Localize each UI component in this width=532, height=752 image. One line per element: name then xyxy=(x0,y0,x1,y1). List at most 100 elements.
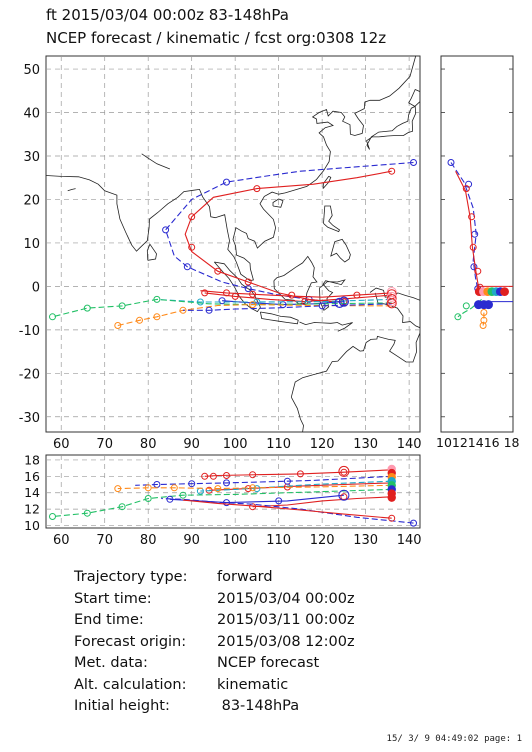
coastline-segment xyxy=(67,188,76,192)
map-axis-labels: 60 70 80 90 100 110 120 130 14050403020100-10-20… xyxy=(19,63,422,452)
coastline-segment xyxy=(290,332,420,398)
side-x-tick-labels: 10121416 18 xyxy=(436,435,520,450)
trajectory-marker xyxy=(218,297,226,305)
coastline-segment xyxy=(366,105,417,150)
pressure-marker xyxy=(340,468,348,476)
pressure-marker xyxy=(223,479,230,487)
trajectory-marker xyxy=(318,302,326,310)
trajectory-marker xyxy=(153,295,161,303)
side-marker xyxy=(447,159,455,166)
trajectory-marker xyxy=(83,304,91,312)
trajectory-marker xyxy=(136,316,143,324)
lat-tick-label: 50 xyxy=(23,63,40,78)
lon-tick-label: 120 xyxy=(310,533,335,548)
trajectory-line xyxy=(183,303,392,311)
pressure-marker xyxy=(201,472,209,480)
pressure-marker xyxy=(338,465,350,477)
pressure-tick-label: 16 xyxy=(24,469,40,484)
lon-tick-label: 130 xyxy=(353,437,378,452)
trajectory-marker xyxy=(114,322,122,329)
side-trajectories xyxy=(447,159,513,329)
trajectory-marker xyxy=(214,267,222,275)
trajectory-line xyxy=(52,298,392,318)
lat-tick-label: 20 xyxy=(23,193,40,208)
coastline-segment xyxy=(374,292,420,329)
trajectory-marker xyxy=(388,167,396,175)
side-marker xyxy=(468,213,476,221)
lon-tick-label: 80 xyxy=(140,437,157,452)
pressure-marker xyxy=(166,495,174,503)
pressure-marker xyxy=(114,485,122,493)
pressure-marker xyxy=(338,489,350,501)
coastline-segment xyxy=(273,255,318,305)
lon-tick-label: 110 xyxy=(266,533,291,548)
trajectory-marker xyxy=(253,185,261,193)
pressure-marker xyxy=(209,472,217,480)
pressure-marker xyxy=(410,519,417,527)
pressure-marker xyxy=(214,485,222,493)
lon-tick-label: 60 xyxy=(53,437,70,452)
lat-tick-label: 30 xyxy=(23,150,40,165)
lon-tick-label: 70 xyxy=(96,437,113,452)
trajectory-marker xyxy=(410,159,417,166)
side-marker xyxy=(480,309,488,316)
footer-timestamp: 15/ 3/ 9 04:49:02 page: 1 xyxy=(386,734,522,744)
side-marker xyxy=(462,302,470,310)
lon-tick-label: 80 xyxy=(140,533,157,548)
coastline-segment xyxy=(260,311,299,325)
trajectory-marker xyxy=(196,298,204,306)
side-frame xyxy=(440,55,514,433)
lon-tick-label: 60 xyxy=(53,533,70,548)
header-line-1: ft 2015/03/04 00:00z 83-148hPa xyxy=(46,6,289,24)
pressure-trajectories xyxy=(49,464,417,527)
pressure-line xyxy=(182,499,392,519)
side-marker xyxy=(471,230,479,238)
side-marker xyxy=(483,300,493,310)
pressure-marker xyxy=(179,491,187,499)
side-marker xyxy=(470,263,478,271)
trajectory-line xyxy=(156,298,392,303)
side-marker xyxy=(479,322,487,329)
side-source-marker xyxy=(500,287,509,296)
coastline-segment xyxy=(330,238,351,263)
lat-tick-label: 0 xyxy=(32,280,40,295)
trajectory-marker xyxy=(153,313,161,321)
pressure-marker xyxy=(275,497,283,505)
side-marker xyxy=(474,267,482,275)
lat-tick-label: 40 xyxy=(23,107,40,122)
trajectory-marker xyxy=(249,301,257,309)
trajectory-marker xyxy=(353,291,361,299)
trajectory-marker xyxy=(223,178,230,186)
map-trajectories xyxy=(49,159,417,329)
lon-tick-label: 140 xyxy=(397,437,422,452)
trajectory-marker xyxy=(249,290,257,298)
coastline-segment xyxy=(299,321,353,332)
lat-tick-label: -20 xyxy=(19,367,40,382)
trajectory-marker xyxy=(288,291,296,299)
pressure-grid xyxy=(46,455,420,528)
side-marker xyxy=(454,313,462,321)
side-marker xyxy=(469,243,477,251)
pressure-marker xyxy=(144,495,152,502)
lon-tick-label: 140 xyxy=(397,533,422,548)
side-panel: 10121416 18 xyxy=(436,55,520,450)
coastline-segment xyxy=(146,243,157,261)
trajectory-marker xyxy=(179,306,187,314)
pressure-line xyxy=(200,480,392,492)
pressure-marker xyxy=(144,484,152,492)
coastline-segment xyxy=(213,261,261,313)
lon-tick-label: 120 xyxy=(310,437,335,452)
trajectory-marker xyxy=(334,297,345,308)
coastline-segment xyxy=(46,56,417,282)
trajectory-marker xyxy=(244,285,252,293)
pressure-marker xyxy=(223,472,230,479)
pressure-marker xyxy=(249,471,257,479)
side-line xyxy=(450,162,480,294)
coastline-segment xyxy=(141,153,171,170)
coastline-segment xyxy=(408,88,420,107)
pressure-marker xyxy=(83,509,91,517)
trajectory-marker xyxy=(162,226,170,234)
